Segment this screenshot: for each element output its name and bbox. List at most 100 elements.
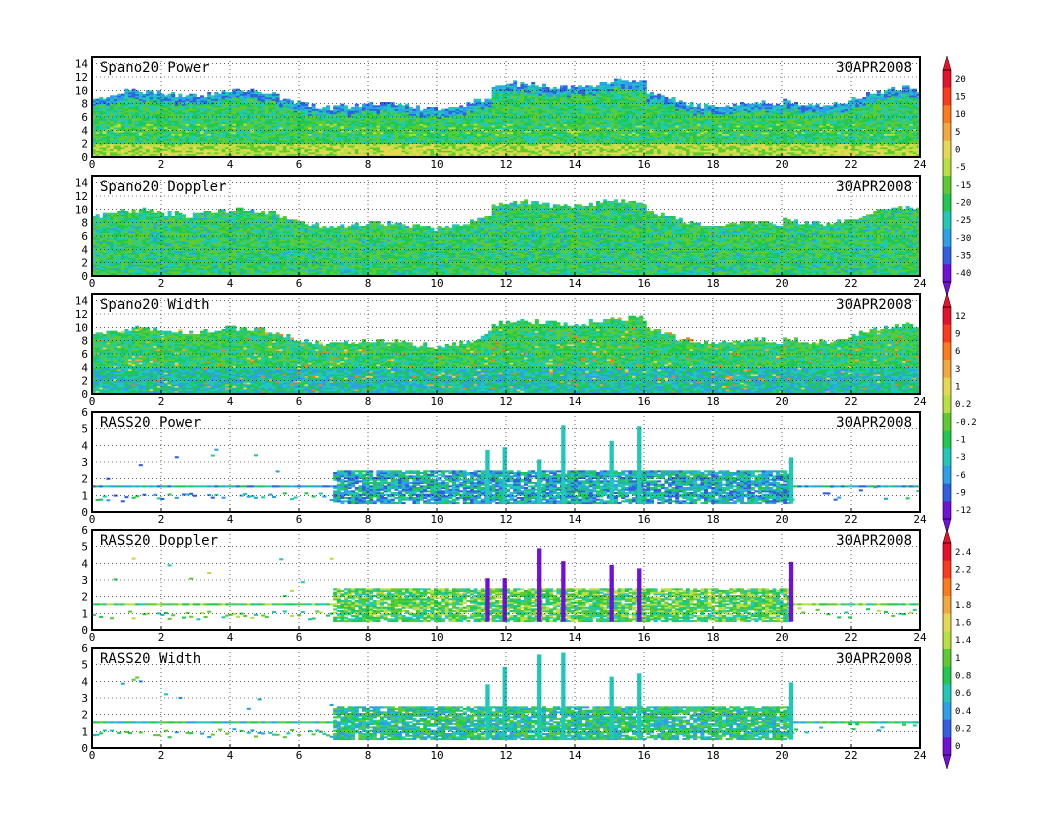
data-cell — [228, 108, 233, 111]
data-cell — [99, 138, 104, 141]
data-cell — [351, 137, 356, 140]
data-cell — [358, 122, 363, 125]
data-cell — [192, 125, 197, 128]
data-cell — [264, 108, 269, 111]
data-cell — [315, 143, 320, 146]
data-cell — [182, 117, 186, 120]
data-cell — [142, 133, 147, 136]
data-cell — [138, 145, 143, 148]
data-cell — [110, 110, 114, 113]
data-cell — [311, 103, 316, 106]
data-cell — [358, 120, 363, 123]
data-cell — [275, 122, 280, 125]
data-cell — [149, 107, 154, 110]
data-cell — [192, 98, 197, 101]
data-cell — [516, 87, 521, 90]
data-cell — [347, 130, 352, 133]
data-cell — [290, 132, 294, 135]
data-cell — [297, 123, 302, 126]
data-cell — [124, 148, 129, 151]
data-cell — [261, 93, 266, 96]
data-cell — [351, 127, 356, 130]
data-cell — [243, 100, 248, 103]
data-cell — [243, 145, 248, 148]
data-cell — [318, 145, 323, 148]
data-cell — [246, 95, 251, 98]
data-cell — [185, 103, 190, 106]
data-cell — [322, 145, 327, 148]
data-cell — [203, 120, 208, 123]
data-cell — [189, 105, 194, 108]
data-cell — [135, 100, 140, 103]
data-cell — [113, 148, 118, 151]
data-cell — [131, 148, 136, 151]
data-cell — [336, 125, 341, 128]
data-cell — [362, 103, 366, 106]
data-cell — [290, 150, 294, 153]
data-cell — [203, 100, 208, 103]
data-cell — [218, 117, 222, 120]
data-cell — [142, 98, 147, 101]
data-cell — [369, 128, 374, 131]
data-cell — [167, 143, 172, 146]
data-cell — [225, 103, 230, 106]
data-cell — [293, 128, 298, 131]
data-cell — [365, 142, 370, 145]
data-cell — [329, 152, 334, 155]
data-cell — [149, 102, 154, 105]
data-cell — [574, 87, 579, 90]
data-cell — [560, 85, 564, 88]
data-cell — [214, 142, 219, 145]
data-cell — [308, 128, 312, 131]
data-cell — [203, 108, 208, 111]
data-cell — [311, 133, 316, 136]
data-cell — [203, 127, 208, 130]
data-cell — [214, 132, 219, 135]
data-cell — [164, 138, 168, 141]
data-cell — [214, 97, 219, 100]
data-cell — [369, 137, 374, 140]
data-cell — [207, 122, 212, 125]
data-cell — [286, 115, 291, 118]
data-cell — [286, 132, 291, 135]
data-cell — [318, 108, 323, 111]
data-cell — [192, 107, 197, 110]
data-cell — [239, 90, 244, 93]
data-cell — [257, 142, 262, 145]
data-cell — [354, 142, 359, 145]
data-cell — [315, 132, 320, 135]
data-cell — [164, 143, 168, 146]
data-cell — [142, 93, 147, 96]
data-cell — [264, 115, 269, 118]
data-cell — [102, 150, 107, 153]
data-cell — [286, 103, 291, 106]
data-cell — [531, 82, 536, 85]
data-cell — [146, 135, 150, 138]
data-cell — [214, 150, 219, 153]
data-cell — [153, 102, 158, 105]
data-cell — [156, 142, 161, 145]
data-cell — [243, 103, 248, 106]
data-cell — [146, 118, 150, 121]
data-cell — [239, 148, 244, 151]
data-cell — [326, 117, 330, 120]
data-cell — [149, 93, 154, 96]
data-cell — [92, 143, 96, 146]
data-cell — [318, 125, 323, 128]
data-cell — [92, 115, 96, 118]
data-cell — [329, 117, 334, 120]
data-cell — [315, 110, 320, 113]
data-cell — [131, 112, 136, 115]
data-cell — [347, 147, 352, 150]
data-cell — [293, 152, 298, 155]
data-cell — [167, 100, 172, 103]
data-cell — [268, 113, 273, 116]
data-cell — [354, 123, 359, 126]
data-cell — [214, 137, 219, 140]
data-cell — [225, 107, 230, 110]
data-cell — [196, 152, 201, 155]
data-cell — [232, 88, 237, 91]
data-cell — [113, 122, 118, 125]
data-cell — [192, 128, 197, 131]
data-cell — [92, 150, 96, 153]
